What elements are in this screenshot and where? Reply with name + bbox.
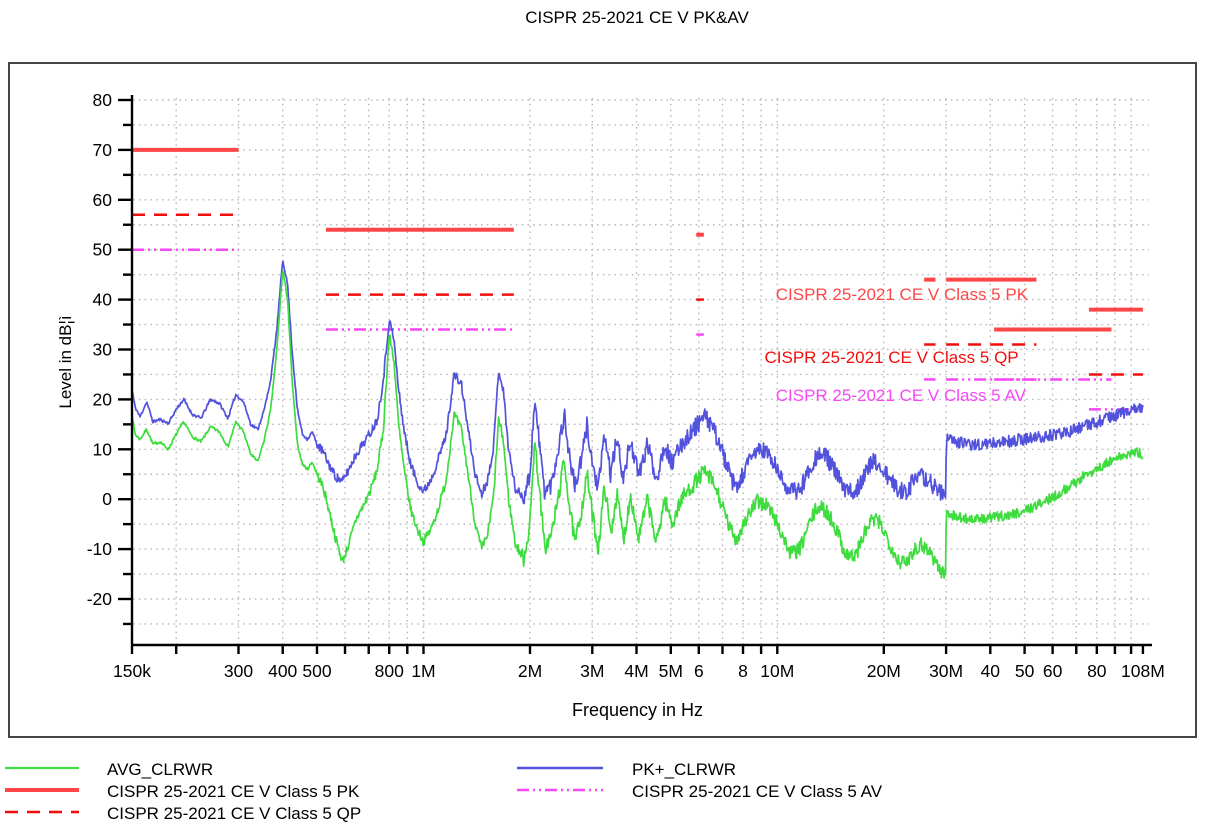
legend-label-avg: AVG_CLRWR [107, 760, 214, 779]
x-tick-label: 500 [302, 661, 331, 681]
x-tick-label: 10M [760, 661, 794, 681]
trace-pkplus [131, 260, 1144, 505]
y-tick-label: 70 [93, 140, 113, 160]
legend-label-pkplus: PK+_CLRWR [632, 760, 737, 779]
x-tick-label: 40 [981, 661, 1001, 681]
plot-frame [8, 62, 1197, 738]
legend-swatch-qp-limit [5, 810, 79, 813]
legend-label-av-limit: CISPR 25-2021 CE V Class 5 AV [632, 782, 883, 801]
legend-label-pk-limit: CISPR 25-2021 CE V Class 5 PK [107, 782, 360, 801]
limit-label-av: CISPR 25-2021 CE V Class 5 AV [775, 386, 1026, 406]
legend-item-av-limit: CISPR 25-2021 CE V Class 5 AV [517, 781, 882, 803]
x-axis-label: Frequency in Hz [571, 700, 704, 720]
y-tick-label: 0 [102, 489, 112, 509]
y-tick-label: 40 [93, 290, 113, 310]
y-tick-label: 60 [93, 190, 113, 210]
y-tick-label: 10 [93, 439, 113, 459]
y-tick-label: 20 [93, 389, 113, 409]
legend-swatch-avg [5, 766, 79, 769]
legend-swatch-pkplus [517, 766, 603, 769]
chart-title: CISPR 25-2021 CE V PK&AV [525, 8, 749, 27]
legend-label-qp-limit: CISPR 25-2021 CE V Class 5 QP [107, 804, 362, 823]
x-tick-label: 108M [1121, 661, 1165, 681]
axes [118, 95, 1152, 654]
limit-label-qp: CISPR 25-2021 CE V Class 5 QP [764, 348, 1019, 368]
x-tick-label: 2M [518, 661, 542, 681]
y-tick-label: 80 [93, 90, 113, 110]
tick-labels: 80 70 60 50 40 30 20 10 0 -10 -20 150k 300 400 500 800 1… [87, 90, 1165, 681]
x-tick-label: 20M [867, 661, 901, 681]
legend-item-qp-limit: CISPR 25-2021 CE V Class 5 QP [5, 803, 361, 825]
x-tick-label: 4M [624, 661, 648, 681]
x-tick-label: 150k [113, 661, 151, 681]
x-tick-label: 60 [1043, 661, 1063, 681]
y-tick-label: -20 [87, 589, 113, 609]
legend-item-pk-limit: CISPR 25-2021 CE V Class 5 PK [5, 781, 361, 803]
y-tick-label: -10 [87, 539, 113, 559]
limit-line-pk [132, 147, 1143, 332]
x-tick-label: 3M [580, 661, 604, 681]
legend-item-pkplus: PK+_CLRWR [517, 759, 882, 781]
grid-lines [133, 98, 1149, 644]
y-tick-label: 50 [93, 240, 113, 260]
y-axis-label: Level in dB¦ì [56, 315, 75, 409]
x-tick-label: 8 [738, 661, 748, 681]
x-tick-label: 30M [929, 661, 963, 681]
limit-line-qp [132, 213, 1143, 376]
x-tick-label: 800 [375, 661, 404, 681]
x-tick-label: 1M [411, 661, 435, 681]
x-tick-label: 6 [694, 661, 704, 681]
x-tick-label: 400 [268, 661, 297, 681]
limit-label-pk: CISPR 25-2021 CE V Class 5 PK [775, 284, 1029, 304]
legend-swatch-av-limit [517, 788, 603, 791]
legend-swatch-pk-limit [5, 787, 79, 792]
x-tick-label: 300 [224, 661, 253, 681]
x-tick-label: 5M [659, 661, 683, 681]
x-tick-label: 80 [1087, 661, 1107, 681]
legend-item-avg: AVG_CLRWR [5, 759, 361, 781]
x-tick-label: 50 [1015, 661, 1035, 681]
y-tick-label: 30 [93, 340, 113, 360]
trace-avg [131, 270, 1144, 579]
